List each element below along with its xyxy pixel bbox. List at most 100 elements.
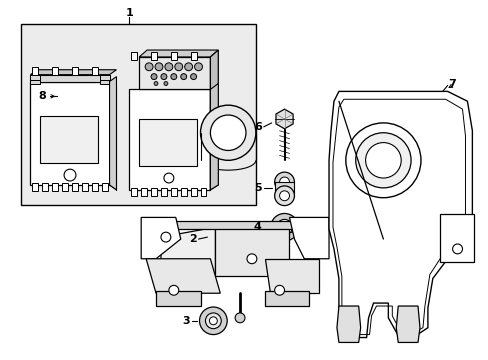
Bar <box>131 188 137 196</box>
Bar <box>100 80 109 85</box>
Polygon shape <box>30 70 116 75</box>
Circle shape <box>199 307 227 334</box>
Circle shape <box>168 285 179 295</box>
Circle shape <box>184 63 192 71</box>
Bar <box>20 24 255 204</box>
Bar <box>62 183 68 191</box>
Bar <box>32 183 38 191</box>
Text: 3: 3 <box>182 316 189 326</box>
Polygon shape <box>275 109 292 129</box>
Polygon shape <box>156 221 294 229</box>
Circle shape <box>181 74 186 80</box>
Circle shape <box>270 213 298 241</box>
Bar <box>131 52 137 60</box>
Circle shape <box>154 82 158 85</box>
Circle shape <box>163 82 167 85</box>
Polygon shape <box>328 91 471 338</box>
Polygon shape <box>336 306 360 342</box>
Circle shape <box>145 63 153 71</box>
Bar <box>274 182 294 196</box>
Polygon shape <box>30 75 109 82</box>
Text: 5: 5 <box>253 183 261 193</box>
Circle shape <box>164 63 172 71</box>
Bar <box>92 183 98 191</box>
Polygon shape <box>210 84 218 190</box>
Bar <box>181 188 186 196</box>
Bar <box>102 183 107 191</box>
Polygon shape <box>141 217 181 259</box>
Text: 8: 8 <box>39 91 46 101</box>
Bar <box>100 75 109 80</box>
Circle shape <box>194 63 202 71</box>
Circle shape <box>246 254 256 264</box>
Bar <box>32 67 38 75</box>
Bar <box>439 215 473 262</box>
Bar <box>41 116 98 163</box>
Circle shape <box>235 313 244 323</box>
Bar <box>52 183 58 191</box>
Polygon shape <box>146 259 220 293</box>
Text: 2: 2 <box>188 234 196 244</box>
Text: 7: 7 <box>448 78 456 89</box>
Bar <box>30 75 41 80</box>
Circle shape <box>365 143 400 178</box>
Circle shape <box>205 313 221 329</box>
Circle shape <box>163 173 173 183</box>
Polygon shape <box>264 291 308 306</box>
Circle shape <box>355 133 410 188</box>
Polygon shape <box>395 306 419 342</box>
Circle shape <box>64 169 76 181</box>
Circle shape <box>174 63 183 71</box>
Circle shape <box>190 74 196 80</box>
Circle shape <box>279 191 289 201</box>
Circle shape <box>170 74 177 80</box>
Bar <box>170 188 177 196</box>
Bar <box>151 188 157 196</box>
Bar <box>170 52 177 60</box>
Polygon shape <box>161 227 215 276</box>
Circle shape <box>280 223 288 231</box>
Text: 6: 6 <box>253 122 261 132</box>
Circle shape <box>209 317 217 325</box>
Bar <box>72 67 78 75</box>
Polygon shape <box>289 217 328 259</box>
Polygon shape <box>264 259 319 293</box>
Polygon shape <box>215 227 289 276</box>
Polygon shape <box>139 50 218 57</box>
Bar <box>139 119 196 166</box>
Text: 4: 4 <box>253 222 261 232</box>
Circle shape <box>452 244 462 254</box>
Circle shape <box>279 177 289 187</box>
Bar <box>190 52 196 60</box>
Bar <box>200 188 206 196</box>
Bar <box>190 188 196 196</box>
Bar <box>72 183 78 191</box>
Circle shape <box>274 285 284 295</box>
Circle shape <box>210 115 245 150</box>
Text: 1: 1 <box>125 8 133 18</box>
Bar <box>161 188 166 196</box>
Circle shape <box>161 232 170 242</box>
Polygon shape <box>139 57 210 89</box>
Bar <box>141 188 147 196</box>
Circle shape <box>155 63 163 71</box>
Polygon shape <box>210 50 218 190</box>
Bar <box>270 222 298 232</box>
Polygon shape <box>156 291 200 306</box>
Circle shape <box>276 219 292 235</box>
Polygon shape <box>109 77 116 190</box>
Circle shape <box>200 105 255 160</box>
Bar <box>81 183 88 191</box>
Circle shape <box>151 74 157 80</box>
Bar <box>52 67 58 75</box>
Bar <box>30 80 41 85</box>
Polygon shape <box>129 89 210 190</box>
Circle shape <box>345 123 420 198</box>
Circle shape <box>161 74 166 80</box>
Ellipse shape <box>413 131 441 166</box>
Bar <box>42 183 48 191</box>
Circle shape <box>274 172 294 192</box>
Circle shape <box>274 186 294 206</box>
Polygon shape <box>30 82 109 185</box>
Bar <box>151 52 157 60</box>
